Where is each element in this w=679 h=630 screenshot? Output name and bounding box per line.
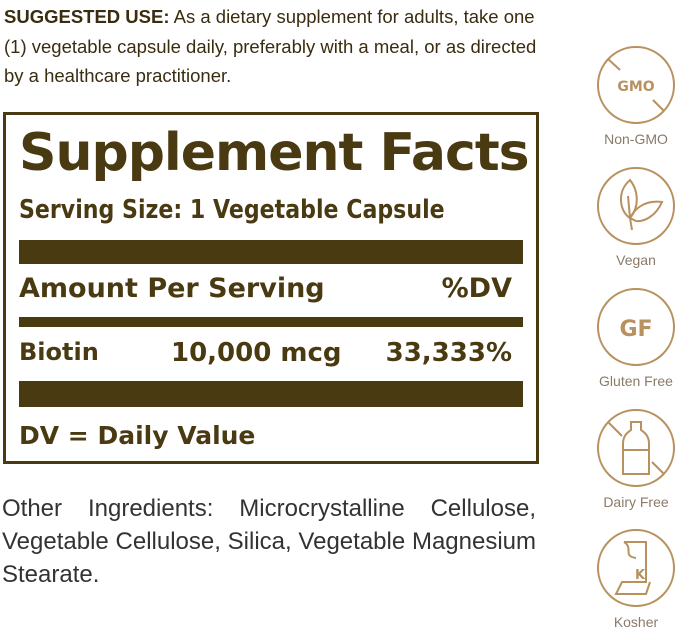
badge-dairy-free: Dairy Free (596, 408, 676, 510)
milk-bottle-icon (597, 409, 675, 487)
suggested-use-text: As a dietary supplement for adults, take… (4, 6, 537, 86)
nutrient-amount: 10,000 mcg (171, 338, 342, 368)
leaf-icon (597, 167, 675, 245)
badge-label: Non-GMO (604, 131, 668, 147)
amount-per-serving-header: Amount Per Serving (19, 273, 325, 304)
badge-glyph: GMO (617, 79, 654, 95)
facts-title: Supplement Facts (19, 123, 530, 183)
badge-gluten-free: GF Gluten Free (596, 287, 676, 389)
badge-vegan: Vegan (596, 166, 676, 268)
nutrient-name: Biotin (19, 338, 99, 366)
suggested-use: SUGGESTED USE: As a dietary supplement f… (4, 2, 544, 91)
supplement-facts-panel: Supplement Facts Serving Size: 1 Vegetab… (3, 112, 539, 464)
divider-thick (19, 240, 523, 264)
non-gmo-icon: GMO (597, 46, 675, 124)
nutrient-dv: 33,333% (385, 338, 512, 368)
dv-header: %DV (441, 273, 512, 304)
badge-label: Gluten Free (599, 373, 673, 389)
badge-label: Vegan (616, 252, 656, 268)
suggested-use-heading: SUGGESTED USE: (4, 6, 170, 27)
gluten-free-icon: GF (597, 288, 675, 366)
badge-non-gmo: GMO Non-GMO (596, 45, 676, 147)
divider-medium (19, 317, 523, 327)
dv-footnote: DV = Daily Value (19, 421, 256, 450)
kosher-icon: K (597, 529, 675, 607)
badge-label: Kosher (613, 614, 659, 630)
badge-glyph: GF (619, 317, 652, 342)
serving-size: Serving Size: 1 Vegetable Capsule (19, 195, 445, 225)
divider-thick (19, 381, 523, 407)
badge-kosher: K Kosher (596, 528, 676, 630)
other-ingredients: Other Ingredients: Microcrystalline Cell… (2, 495, 536, 588)
badge-label: Dairy Free (603, 494, 669, 510)
badge-glyph: K (635, 568, 646, 583)
